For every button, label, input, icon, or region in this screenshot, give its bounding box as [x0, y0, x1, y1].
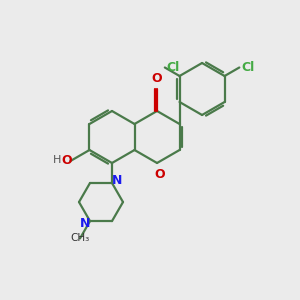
Text: N: N	[112, 175, 122, 188]
Text: Cl: Cl	[167, 61, 180, 74]
Text: H: H	[53, 155, 61, 165]
Text: O: O	[155, 168, 165, 181]
Text: N: N	[80, 217, 90, 230]
Text: CH₃: CH₃	[70, 233, 90, 243]
Text: Cl: Cl	[241, 61, 255, 74]
Text: O: O	[61, 154, 72, 167]
Text: O: O	[152, 72, 162, 85]
